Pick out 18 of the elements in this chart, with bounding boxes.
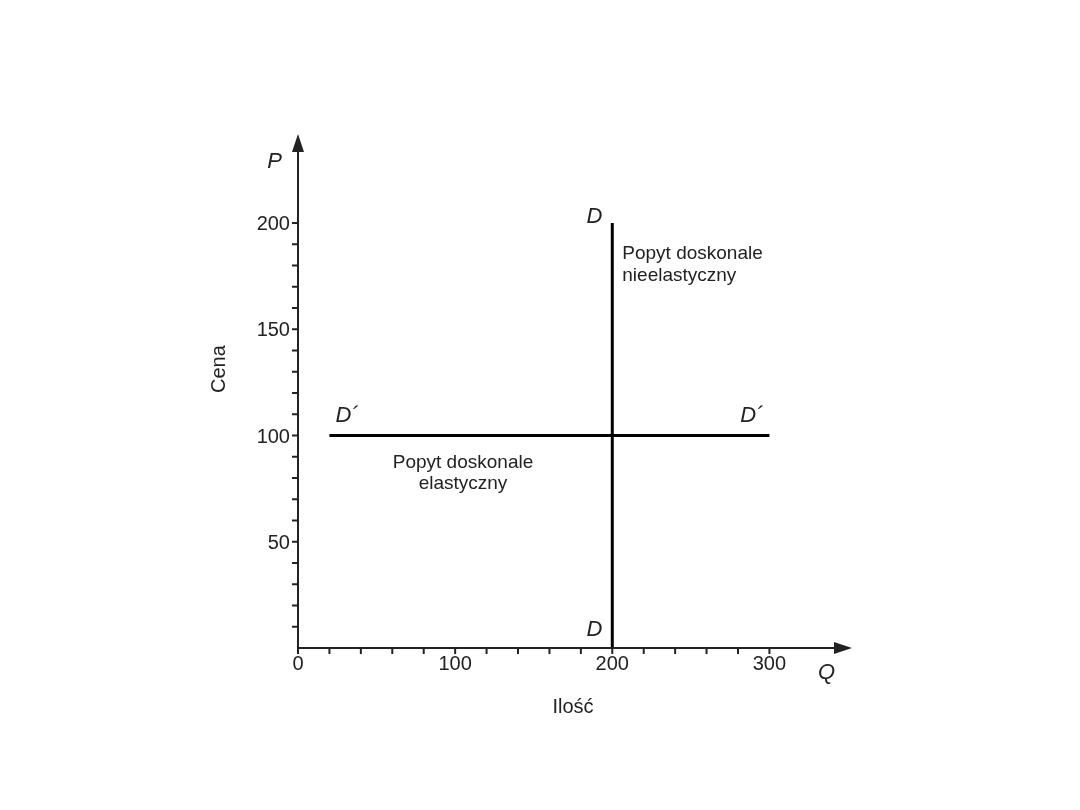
y-tick-label: 50 bbox=[267, 530, 290, 553]
x-tick-label: 100 bbox=[438, 652, 472, 675]
annotation: D´ bbox=[740, 401, 764, 427]
text: Q bbox=[818, 659, 836, 684]
x-axis-title: Ilość bbox=[552, 695, 594, 717]
annotation: Popyt doskonale elastyczny bbox=[392, 450, 534, 494]
x-tick-label: 200 bbox=[595, 652, 629, 675]
annotation: D bbox=[586, 203, 603, 228]
y-tick-label: 100 bbox=[256, 424, 290, 447]
text: P bbox=[267, 148, 283, 173]
x-tick-label: 0 bbox=[292, 652, 304, 675]
annotation: D´ bbox=[335, 401, 359, 427]
annotation: D bbox=[586, 616, 603, 641]
x-tick-label: 300 bbox=[752, 652, 787, 675]
y-tick-label: 150 bbox=[256, 318, 290, 341]
y-tick-label: 200 bbox=[256, 212, 290, 235]
y-axis-title: Cena bbox=[207, 344, 230, 393]
annotation: Popyt doskonale nieelastyczny bbox=[622, 241, 763, 285]
